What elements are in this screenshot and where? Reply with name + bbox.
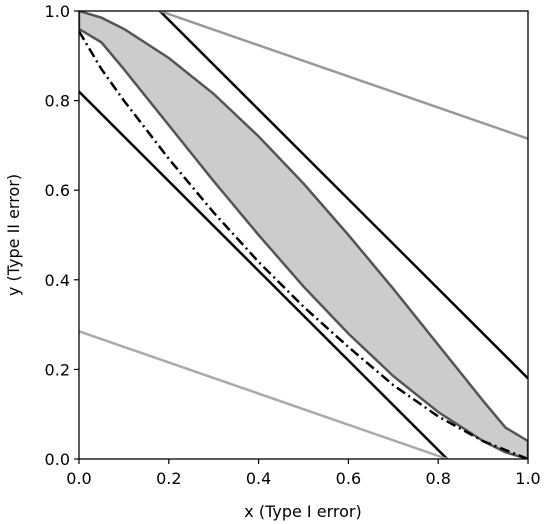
y-tick-label: 0.2 <box>45 360 70 379</box>
y-tick-label: 0.6 <box>45 181 70 200</box>
series-line-1 <box>79 90 449 459</box>
y-tick-label: 0.4 <box>45 271 70 290</box>
series-line-2 <box>158 11 528 380</box>
y-axis-label: y (Type II error) <box>4 174 23 296</box>
series-line-4 <box>79 330 448 459</box>
shaded-region <box>79 11 528 459</box>
y-tick-label: 1.0 <box>45 2 70 21</box>
y-tick-label: 0.0 <box>45 450 70 469</box>
series-line-3 <box>159 11 528 140</box>
x-tick-label: 0.4 <box>246 469 271 488</box>
x-tick-label: 1.0 <box>515 469 540 488</box>
y-tick-label: 0.8 <box>45 92 70 111</box>
x-axis: 0.0 0.2 0.4 0.6 0.8 1.0 <box>66 459 541 488</box>
x-tick-label: 0.8 <box>425 469 450 488</box>
y-axis: 0.0 0.2 0.4 0.6 0.8 1.0 <box>45 2 79 469</box>
x-tick-label: 0.6 <box>336 469 361 488</box>
axes-frame <box>78 10 529 460</box>
x-tick-label: 0.2 <box>156 469 181 488</box>
plot-area <box>79 11 528 459</box>
x-tick-label: 0.0 <box>66 469 91 488</box>
series-line-5 <box>79 30 528 459</box>
x-axis-label: x (Type I error) <box>244 502 361 521</box>
